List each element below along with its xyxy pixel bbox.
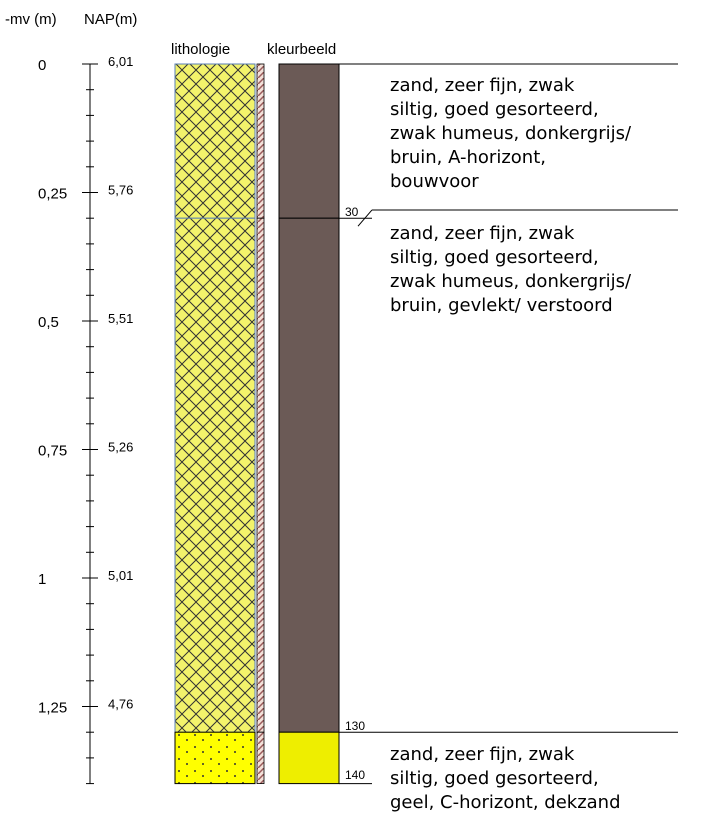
mv-tick-label: 1,25: [38, 700, 67, 717]
color-swatch-2: [278, 217, 340, 733]
lithology-layer-2: [174, 217, 256, 733]
lithology-layer-3: [174, 731, 256, 785]
color-swatch-1: [278, 63, 340, 219]
nap-tick-label: 5,01: [108, 568, 133, 583]
mv-tick-label: 0,5: [38, 314, 59, 331]
nap-tick-label: 5,76: [108, 183, 133, 198]
color-swatch-3: [278, 731, 340, 785]
mv-header: -mv (m): [5, 11, 57, 28]
boundary-label-130: 130: [345, 719, 365, 733]
layer-boundaries: [339, 63, 678, 785]
mv-tick-label: 0,25: [38, 186, 67, 203]
lithology-header: lithologie: [171, 41, 230, 58]
nap-header: NAP(m): [84, 11, 137, 28]
lithology-layer-1: [174, 63, 256, 219]
lithology-admixture-strip-3: [256, 731, 265, 785]
color-image-header: kleurbeeld: [267, 41, 336, 58]
nap-tick-label: 4,76: [108, 697, 133, 712]
layer-description-1: zand, zeer fijn, zwak siltig, goed gesor…: [390, 75, 637, 192]
lithology-admixture-strip-1: [256, 63, 265, 219]
boundary-label-140: 140: [345, 768, 365, 782]
mv-tick-label: 0: [38, 57, 46, 74]
mv-tick-label: 1: [38, 571, 46, 588]
nap-tick-label: 5,51: [108, 311, 133, 326]
color-column: [278, 63, 340, 785]
nap-tick-label: 5,26: [108, 440, 133, 455]
boundary-label-30: 30: [345, 205, 359, 219]
major-ticks: 0 6,01 0,25 5,76 0,5 5,51 0,75 5,26 1 5,01 1,25 4,7…: [38, 54, 133, 717]
lithology-column: [174, 63, 265, 785]
layer-description-3: zand, zeer fijn, zwak siltig, goed gesor…: [390, 744, 621, 813]
nap-tick-label: 6,01: [108, 54, 133, 69]
mv-tick-label: 0,75: [38, 443, 67, 460]
layer-description-2: zand, zeer fijn, zwak siltig, goed gesor…: [390, 223, 637, 316]
boundary-connector-30: [357, 209, 373, 227]
lithology-admixture-strip-2: [256, 217, 265, 733]
